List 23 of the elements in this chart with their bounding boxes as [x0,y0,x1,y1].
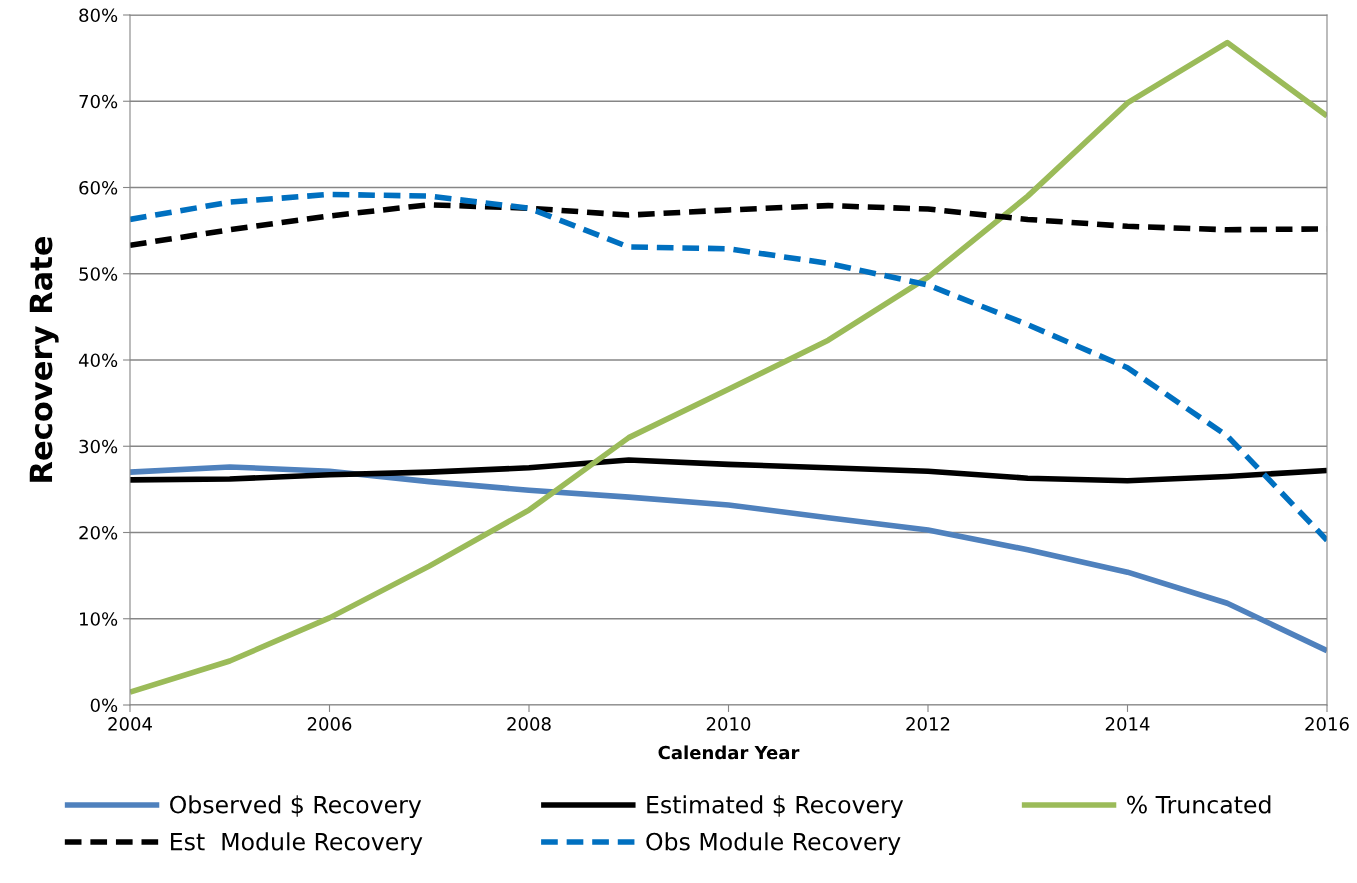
x-tick-label: 2010 [706,717,751,731]
legend-label: Estimated $ Recovery [647,795,904,819]
y-axis-title: Recovery Rate [29,236,59,482]
x-axis-title: Calendar Year [658,745,800,760]
y-tick-label: 20% [79,525,118,540]
x-tick-label: 2012 [906,717,950,731]
y-tick-label: 70% [79,94,118,109]
y-tick-label: 0% [90,698,118,713]
legend-label: Obs Module Recovery [646,832,901,856]
x-tick-label: 2016 [1305,717,1349,731]
legend-label: Observed $ Recovery [170,795,422,819]
y-tick-label: 60% [79,180,118,195]
legend-label: Est Module Recovery [171,832,423,856]
x-tick-label: 2006 [307,717,352,731]
legend-label: % Truncated [1127,795,1271,814]
x-tick-label: 2014 [1105,717,1150,731]
x-tick-label: 2008 [507,717,551,731]
x-tick-label: 2004 [108,717,152,731]
y-tick-label: 30% [79,439,118,454]
y-tick-label: 40% [78,353,118,368]
y-tick-label: 10% [80,612,118,626]
y-tick-label: 50% [79,267,118,281]
y-tick-label: 80% [79,8,118,23]
